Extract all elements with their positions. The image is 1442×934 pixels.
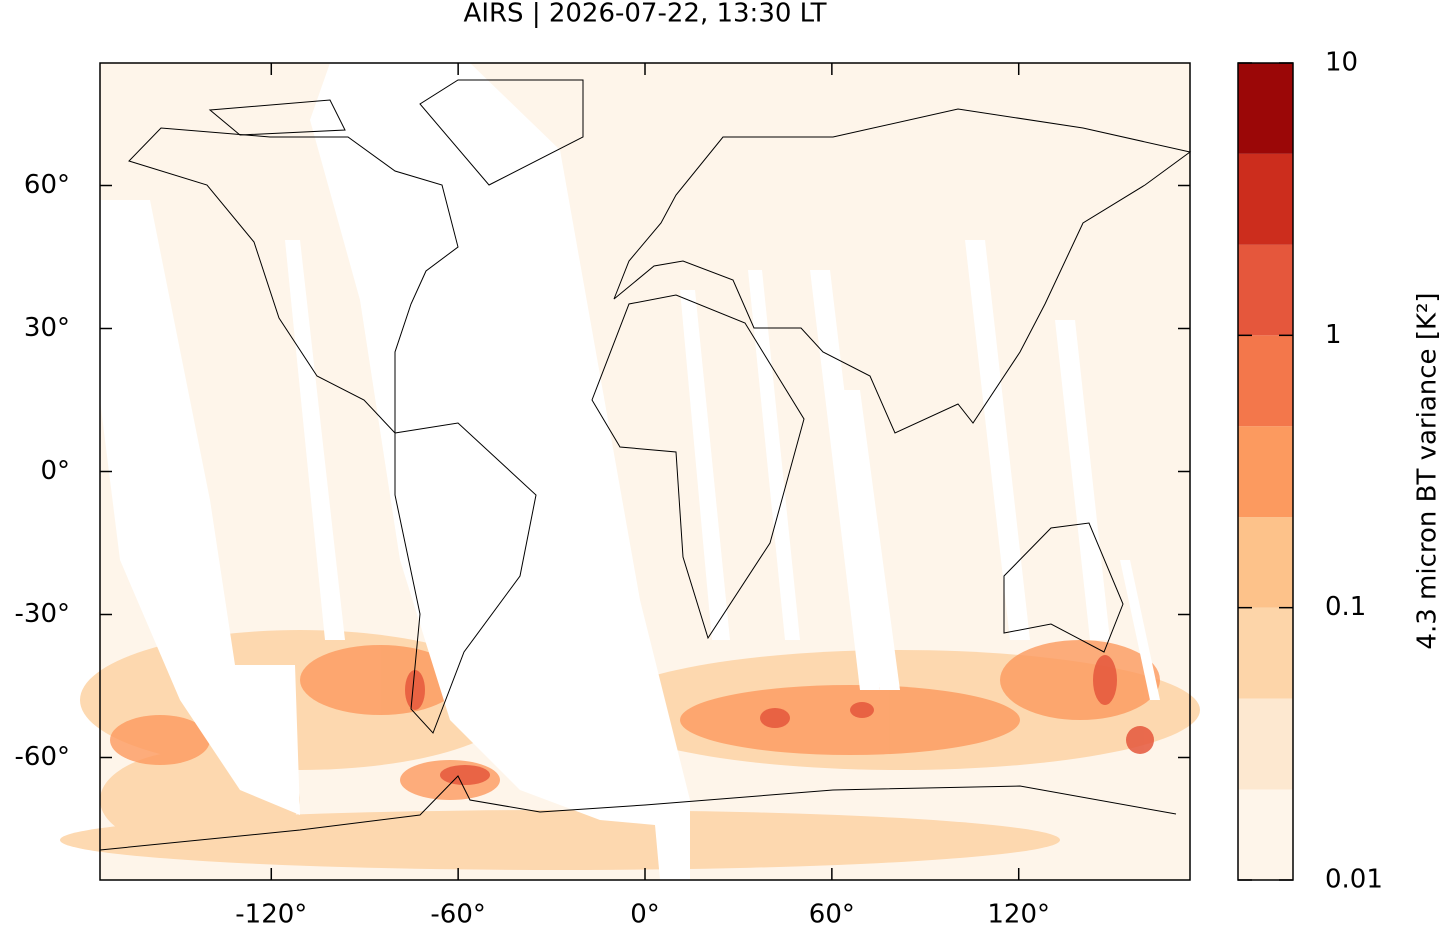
colorbar: 0.01 0.1 1 10 [1238,48,1383,895]
colorbar-tick-label: 10 [1325,48,1358,78]
x-tick-label: -120° [235,900,307,930]
y-tick-label: 30° [24,313,70,343]
colorbar-label: 4.3 micron BT variance [K²] [1413,292,1442,649]
x-tick-label: 120° [987,900,1050,930]
colorbar-tick-label: 0.01 [1325,865,1383,895]
y-tick-label: 60° [24,170,70,200]
colorbar-tick-label: 1 [1325,320,1342,350]
y-tick-label: -60° [15,742,70,772]
colorbar-band [1238,245,1293,336]
x-tick-label: -60° [430,900,485,930]
colorbar-band [1238,698,1293,789]
colorbar-band [1238,608,1293,699]
y-tick-label: -30° [15,599,70,629]
colorbar-band [1238,154,1293,245]
x-tick-label: 0° [630,900,660,930]
map-field [60,63,1200,880]
colorbar-tick-label: 0.1 [1325,592,1366,622]
x-tick-label: 60° [809,900,855,930]
colorbar-band [1238,789,1293,880]
colorbar-band [1238,335,1293,426]
y-tick-label: 0° [40,456,70,486]
colorbar-band [1238,426,1293,517]
colorbar-band [1238,517,1293,608]
map-title: AIRS | 2026-07-22, 13:30 LT [464,0,827,29]
colorbar-band [1238,63,1293,154]
